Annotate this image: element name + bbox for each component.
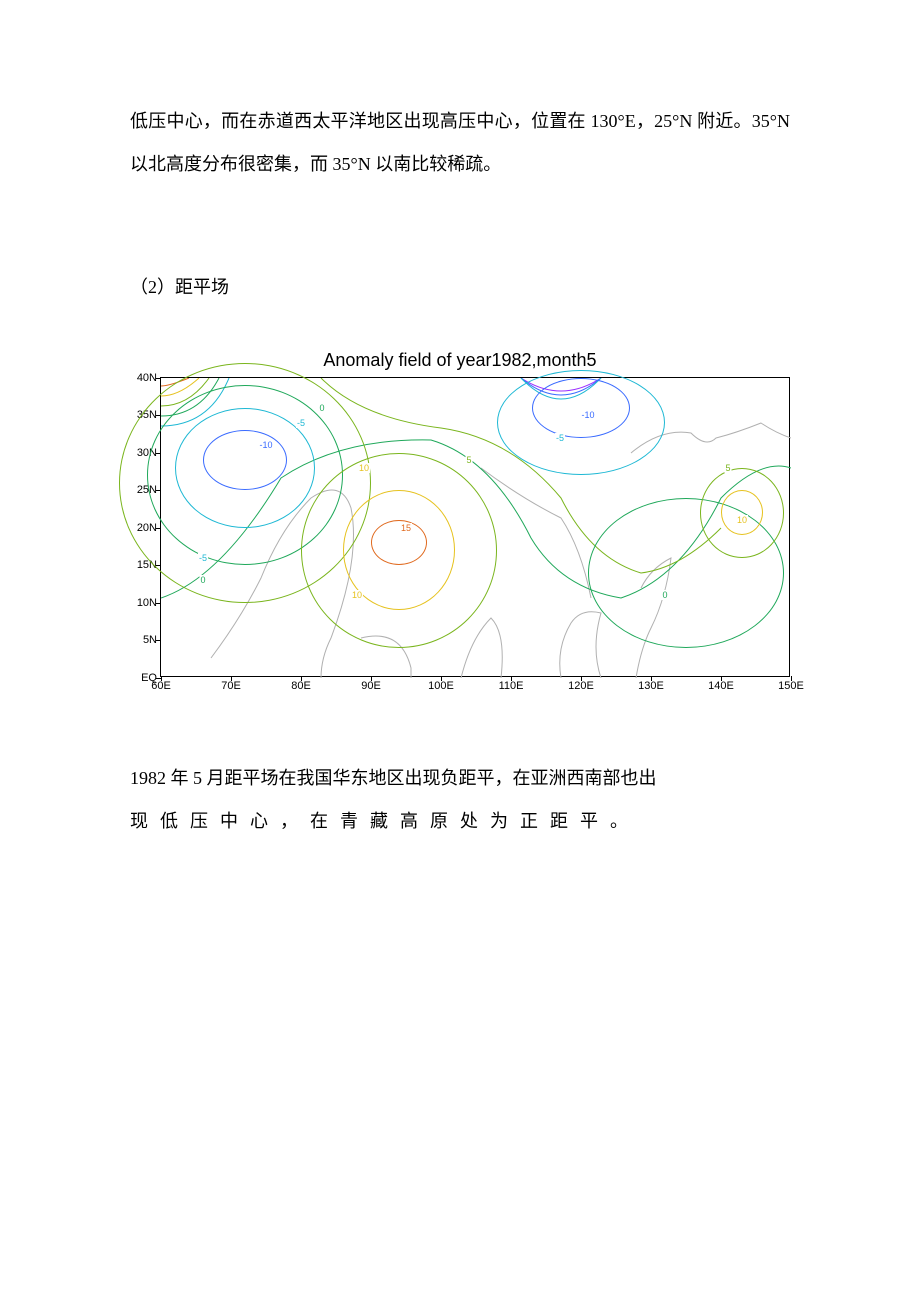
y-tick-label: 25N (125, 484, 157, 496)
contour-label: -5 (555, 433, 565, 443)
y-tick-label: 15N (125, 559, 157, 571)
y-tick-label: 40N (125, 372, 157, 384)
chart-title: Anomaly field of year1982,month5 (130, 350, 790, 371)
x-tick-label: 60E (151, 680, 171, 692)
contour-label: 15 (400, 523, 412, 533)
paragraph-2-line2: 现低压中心，在青藏高原处为正距平。 (130, 800, 790, 843)
y-tick-label: 30N (125, 447, 157, 459)
anomaly-chart: Anomaly field of year1982,month5 EQ5N10N… (130, 350, 790, 677)
coastline-layer (161, 378, 791, 678)
paragraph-2: 1982 年 5 月距平场在我国华东地区出现负距平，在亚洲西南部也出 现低压中心… (130, 757, 790, 843)
coastline-path (211, 490, 354, 678)
contour-label: 10 (351, 590, 363, 600)
contour-label: -10 (258, 440, 273, 450)
contour-label: -5 (296, 418, 306, 428)
x-tick-label: 80E (291, 680, 311, 692)
coastline-path (560, 611, 601, 677)
coastline-path (361, 636, 411, 678)
contour-label: -10 (580, 410, 595, 420)
coastline-path (461, 618, 502, 678)
y-tick-label: 35N (125, 409, 157, 421)
contour-label: 0 (199, 575, 206, 585)
paragraph-2-line1: 1982 年 5 月距平场在我国华东地区出现负距平，在亚洲西南部也出 (130, 757, 790, 800)
x-tick-label: 70E (221, 680, 241, 692)
x-tick-label: 140E (708, 680, 734, 692)
contour-label: 5 (465, 455, 472, 465)
x-tick-label: 120E (568, 680, 594, 692)
coastline-path (481, 468, 591, 598)
coastline-path (636, 558, 671, 678)
y-tick-label: 5N (125, 634, 157, 646)
x-tick-label: 150E (778, 680, 804, 692)
contour-label: 5 (724, 463, 731, 473)
y-tick-label: 20N (125, 522, 157, 534)
contour-label: 10 (358, 463, 370, 473)
contour-label: 0 (661, 590, 668, 600)
coastline-path (631, 423, 791, 453)
x-tick-label: 110E (499, 680, 524, 692)
section-label-anomaly: （2）距平场 (130, 266, 790, 309)
paragraph-1: 低压中心，而在赤道西太平洋地区出现高压中心，位置在 130°E，25°N 附近。… (130, 100, 790, 186)
contour-label: -5 (198, 553, 208, 563)
contour-label: 10 (736, 515, 748, 525)
y-tick-label: 10N (125, 597, 157, 609)
x-tick-label: 130E (638, 680, 664, 692)
contour-label: 0 (318, 403, 325, 413)
x-tick-label: 90E (361, 680, 381, 692)
chart-plot-area: EQ5N10N15N20N25N30N35N40N60E70E80E90E100… (160, 377, 790, 677)
x-tick-label: 100E (428, 680, 454, 692)
